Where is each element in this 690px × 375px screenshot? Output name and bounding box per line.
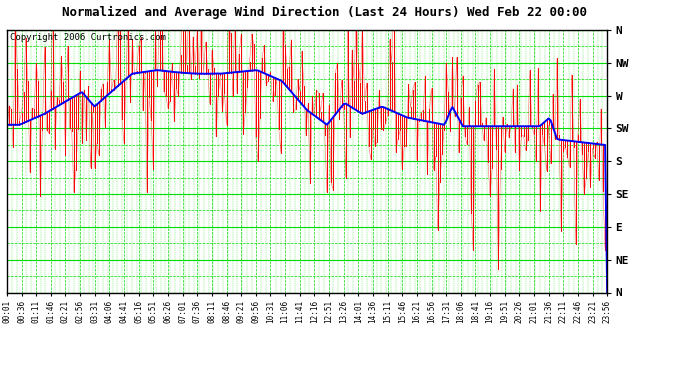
Text: Copyright 2006 Curtronics.com: Copyright 2006 Curtronics.com [10,33,166,42]
Text: Normalized and Average Wind Direction (Last 24 Hours) Wed Feb 22 00:00: Normalized and Average Wind Direction (L… [62,6,586,19]
